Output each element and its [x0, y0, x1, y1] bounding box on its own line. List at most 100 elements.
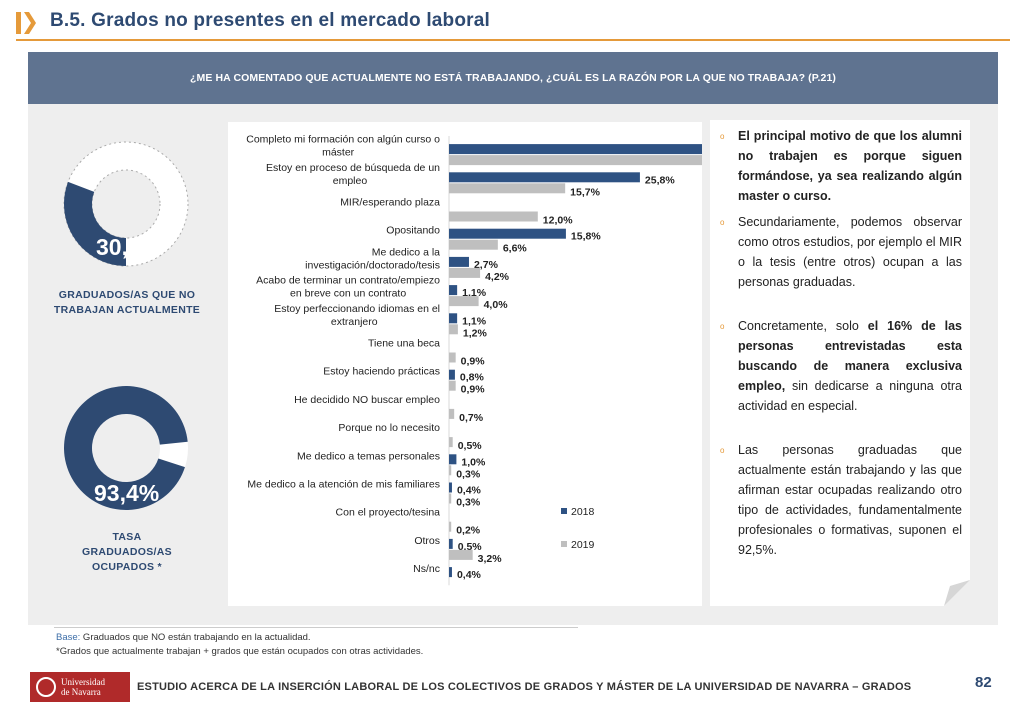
data-label-2018: 0,4% — [457, 569, 482, 581]
data-label-2018: 25,8% — [645, 174, 675, 186]
donut-not-working-caption: GRADUADOS/AS QUE NO TRABAJAN ACTUALMENTE — [52, 288, 202, 318]
data-label-2019: 0,5% — [458, 440, 483, 452]
data-label-2019: 0,2% — [456, 525, 481, 537]
data-label-2019: 0,7% — [459, 412, 484, 424]
category-label: Me dedico a la atención de mis familiare… — [247, 479, 440, 491]
caption-line: OCUPADOS * — [92, 561, 162, 573]
finding-4-text: Las personas graduadas que actualmente e… — [738, 443, 962, 557]
data-label-2019: 0,9% — [461, 384, 486, 396]
bar-2018 — [449, 454, 457, 465]
bar-2018 — [449, 256, 469, 267]
logo-text: Universidad de Navarra — [61, 677, 105, 697]
data-label-2019: 3,2% — [478, 553, 503, 565]
donut-employed-rate-caption: TASA GRADUADOS/AS OCUPADOS * — [52, 530, 202, 575]
findings-list: o El principal motivo de que los alumni … — [718, 126, 962, 574]
base-text: Graduados que NO están trabajando en la … — [80, 632, 311, 643]
bar-2018 — [449, 172, 640, 183]
category-label: He decidido NO buscar empleo — [294, 394, 440, 406]
category-label: Opositando — [386, 225, 440, 237]
bar-2019 — [449, 549, 473, 560]
bar-2019 — [449, 324, 458, 335]
bar-2018 — [449, 369, 455, 380]
legend-label-2019: 2019 — [571, 539, 595, 551]
bullet-icon: o — [720, 446, 725, 455]
footnote-divider — [54, 627, 578, 628]
finding-4: o Las personas graduadas que actualmente… — [718, 440, 962, 560]
data-label-2019: 4,0% — [484, 299, 509, 311]
data-label-2018: 0,8% — [460, 372, 485, 384]
caption-line: GRADUADOS/AS — [82, 546, 172, 558]
bar-2019 — [449, 521, 452, 532]
data-label-2019: 0,3% — [456, 497, 481, 509]
legend-swatch-2018 — [561, 508, 567, 514]
bar-2019 — [449, 437, 453, 448]
finding-3: o Concretamente, solo el 16% de las pers… — [718, 316, 962, 416]
data-label-2019: 0,3% — [456, 468, 481, 480]
bar-2019 — [449, 380, 456, 391]
bullet-icon: o — [720, 132, 725, 141]
bar-2019 — [449, 296, 479, 307]
bar-2019 — [449, 239, 498, 250]
category-label: Otros — [414, 535, 440, 547]
caption-line: TASA — [112, 531, 142, 543]
data-label-2018: 1,0% — [461, 456, 486, 468]
data-label-2018: 1,1% — [462, 315, 487, 327]
bullet-icon: o — [720, 322, 725, 331]
category-label: Estoy haciendo prácticas — [323, 366, 440, 378]
finding-3-text: sin dedicarse a ninguna otra actividad e… — [738, 379, 962, 413]
finding-2-text: Secundariamente, podemos observar como o… — [738, 215, 962, 289]
bar-2019 — [449, 155, 811, 166]
university-seal-icon — [36, 677, 56, 697]
category-label: Tiene una beca — [368, 338, 440, 350]
category-label: Me dedico a temas personales — [297, 450, 440, 462]
donut-employed-rate: 93,4% — [62, 384, 190, 512]
donut-not-working-arc — [64, 181, 126, 266]
bar-2018 — [449, 228, 566, 239]
bar-2018 — [449, 567, 452, 578]
question-banner: ¿ME HA COMENTADO QUE ACTUALMENTE NO ESTÁ… — [28, 52, 998, 104]
data-label-2019: 4,2% — [485, 271, 510, 283]
data-label-2018: 15,8% — [571, 231, 601, 243]
finding-3-bold: el 16% de las personas entrevistadas est… — [738, 319, 963, 393]
bar-2018 — [449, 285, 458, 296]
footer-text: ESTUDIO ACERCA DE LA INSERCIÓN LABORAL D… — [137, 681, 912, 693]
data-label-2018: 0,4% — [457, 485, 482, 497]
bar-2019 — [449, 465, 452, 476]
category-label: Con el proyecto/tesina — [336, 507, 441, 519]
university-logo: Universidad de Navarra — [30, 672, 130, 702]
bar-2019 — [449, 408, 455, 419]
donut-employed-rate-graphic — [64, 386, 188, 511]
bar-2019 — [449, 183, 566, 194]
data-label-2018: 2,7% — [474, 259, 499, 271]
finding-2: o Secundariamente, podemos observar como… — [718, 212, 962, 292]
bar-2018 — [449, 482, 452, 493]
data-label-2019: 1,2% — [463, 327, 488, 339]
logo-line: Universidad — [61, 677, 105, 687]
category-label: Acabo de terminar un contrato/empiezo en … — [256, 275, 440, 300]
donut-not-working-value: 30,8% — [96, 234, 162, 260]
question-text: ¿ME HA COMENTADO QUE ACTUALMENTE NO ESTÁ… — [189, 72, 837, 84]
base-note: Base: Graduados que NO están trabajando … — [56, 632, 311, 643]
finding-1-bold: El principal motivo de que los alumni no… — [738, 129, 962, 203]
bar-2019 — [449, 211, 538, 222]
donut-not-working: 30,8% — [62, 140, 190, 268]
category-label: MIR/esperando plaza — [340, 197, 440, 209]
donut-employed-rate-arc — [64, 386, 188, 511]
bar-2019 — [449, 493, 452, 504]
category-label: Estoy perfeccionando idiomas en el extran… — [274, 303, 440, 328]
page-number: 82 — [975, 674, 992, 691]
bar-2018 — [449, 538, 453, 549]
findings-panel: o El principal motivo de que los alumni … — [710, 120, 970, 606]
category-label: Me dedico a la investigación/doctorado/te… — [305, 246, 440, 271]
bar-2019 — [449, 352, 456, 363]
title-underline — [16, 39, 1010, 41]
asterisk-note: *Grados que actualmente trabajan + grado… — [56, 646, 424, 657]
base-label: Base: — [56, 632, 81, 643]
bar-2018 — [449, 144, 822, 155]
caption-line: TRABAJAN ACTUALMENTE — [53, 304, 201, 316]
category-label: Porque no lo necesito — [338, 422, 440, 434]
